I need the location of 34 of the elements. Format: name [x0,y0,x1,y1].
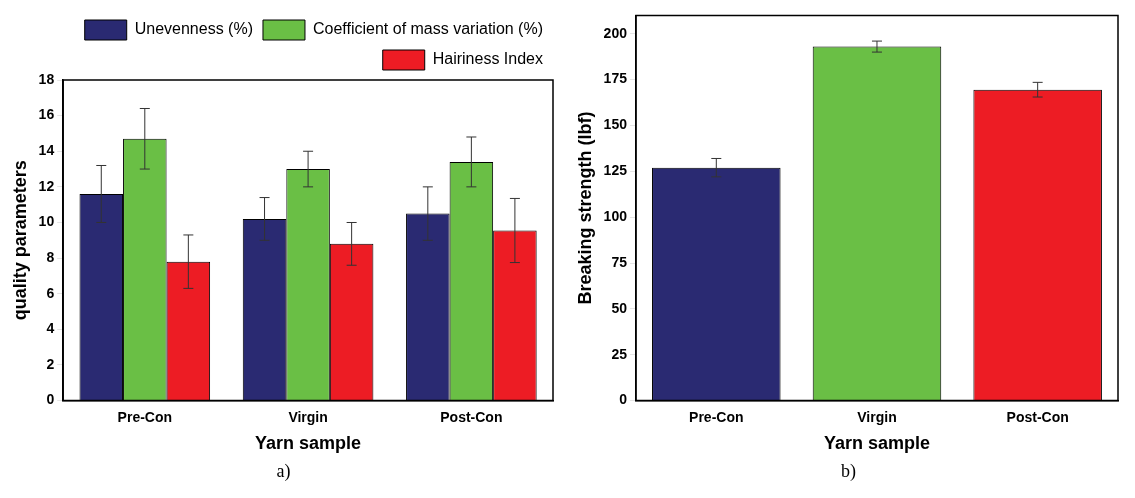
y-tick-label: 8 [46,248,55,265]
x-tick-label: Post-Con [440,408,503,425]
y-tick-label: 10 [38,213,55,230]
x-tick-label: Post-Con [1006,408,1069,425]
y-tick-label: 0 [619,391,628,408]
y-tick-label: 2 [46,355,55,372]
legend-label: Hairiness Index [432,50,544,68]
x-tick-label: Pre-Con [689,408,744,425]
y-tick-label: 100 [603,208,628,225]
y-tick-label: 75 [611,253,628,270]
y-tick-label: 4 [46,320,55,337]
y-tick-label: 125 [603,162,628,179]
y-axis-title: quality parameters [9,160,30,321]
x-axis-title: Yarn sample [823,433,931,454]
text: a) [276,461,291,482]
legend-label: Unevenness (%) [134,20,253,38]
y-tick-label: 25 [611,345,628,362]
x-tick-label: Virgin [288,408,328,425]
y-tick-label: 200 [603,24,628,41]
y-tick-label: 14 [38,142,55,159]
x-tick-label: Virgin [857,408,897,425]
x-axis-title: Yarn sample [255,433,362,454]
y-tick-label: 175 [603,70,628,87]
y-tick-label: 0 [46,391,55,408]
y-tick-label: 6 [46,284,55,301]
y-axis-title: Breaking strength (lbf) [574,111,595,305]
y-tick-label: 18 [38,70,55,87]
x-tick-label: Pre-Con [117,408,173,425]
y-tick-label: 12 [38,177,55,194]
y-tick-label: 150 [603,116,628,133]
legend-label: Coefficient of mass variation (%) [312,20,543,38]
text: b) [841,461,856,482]
y-tick-label: 16 [38,106,55,123]
y-tick-label: 50 [611,299,628,316]
